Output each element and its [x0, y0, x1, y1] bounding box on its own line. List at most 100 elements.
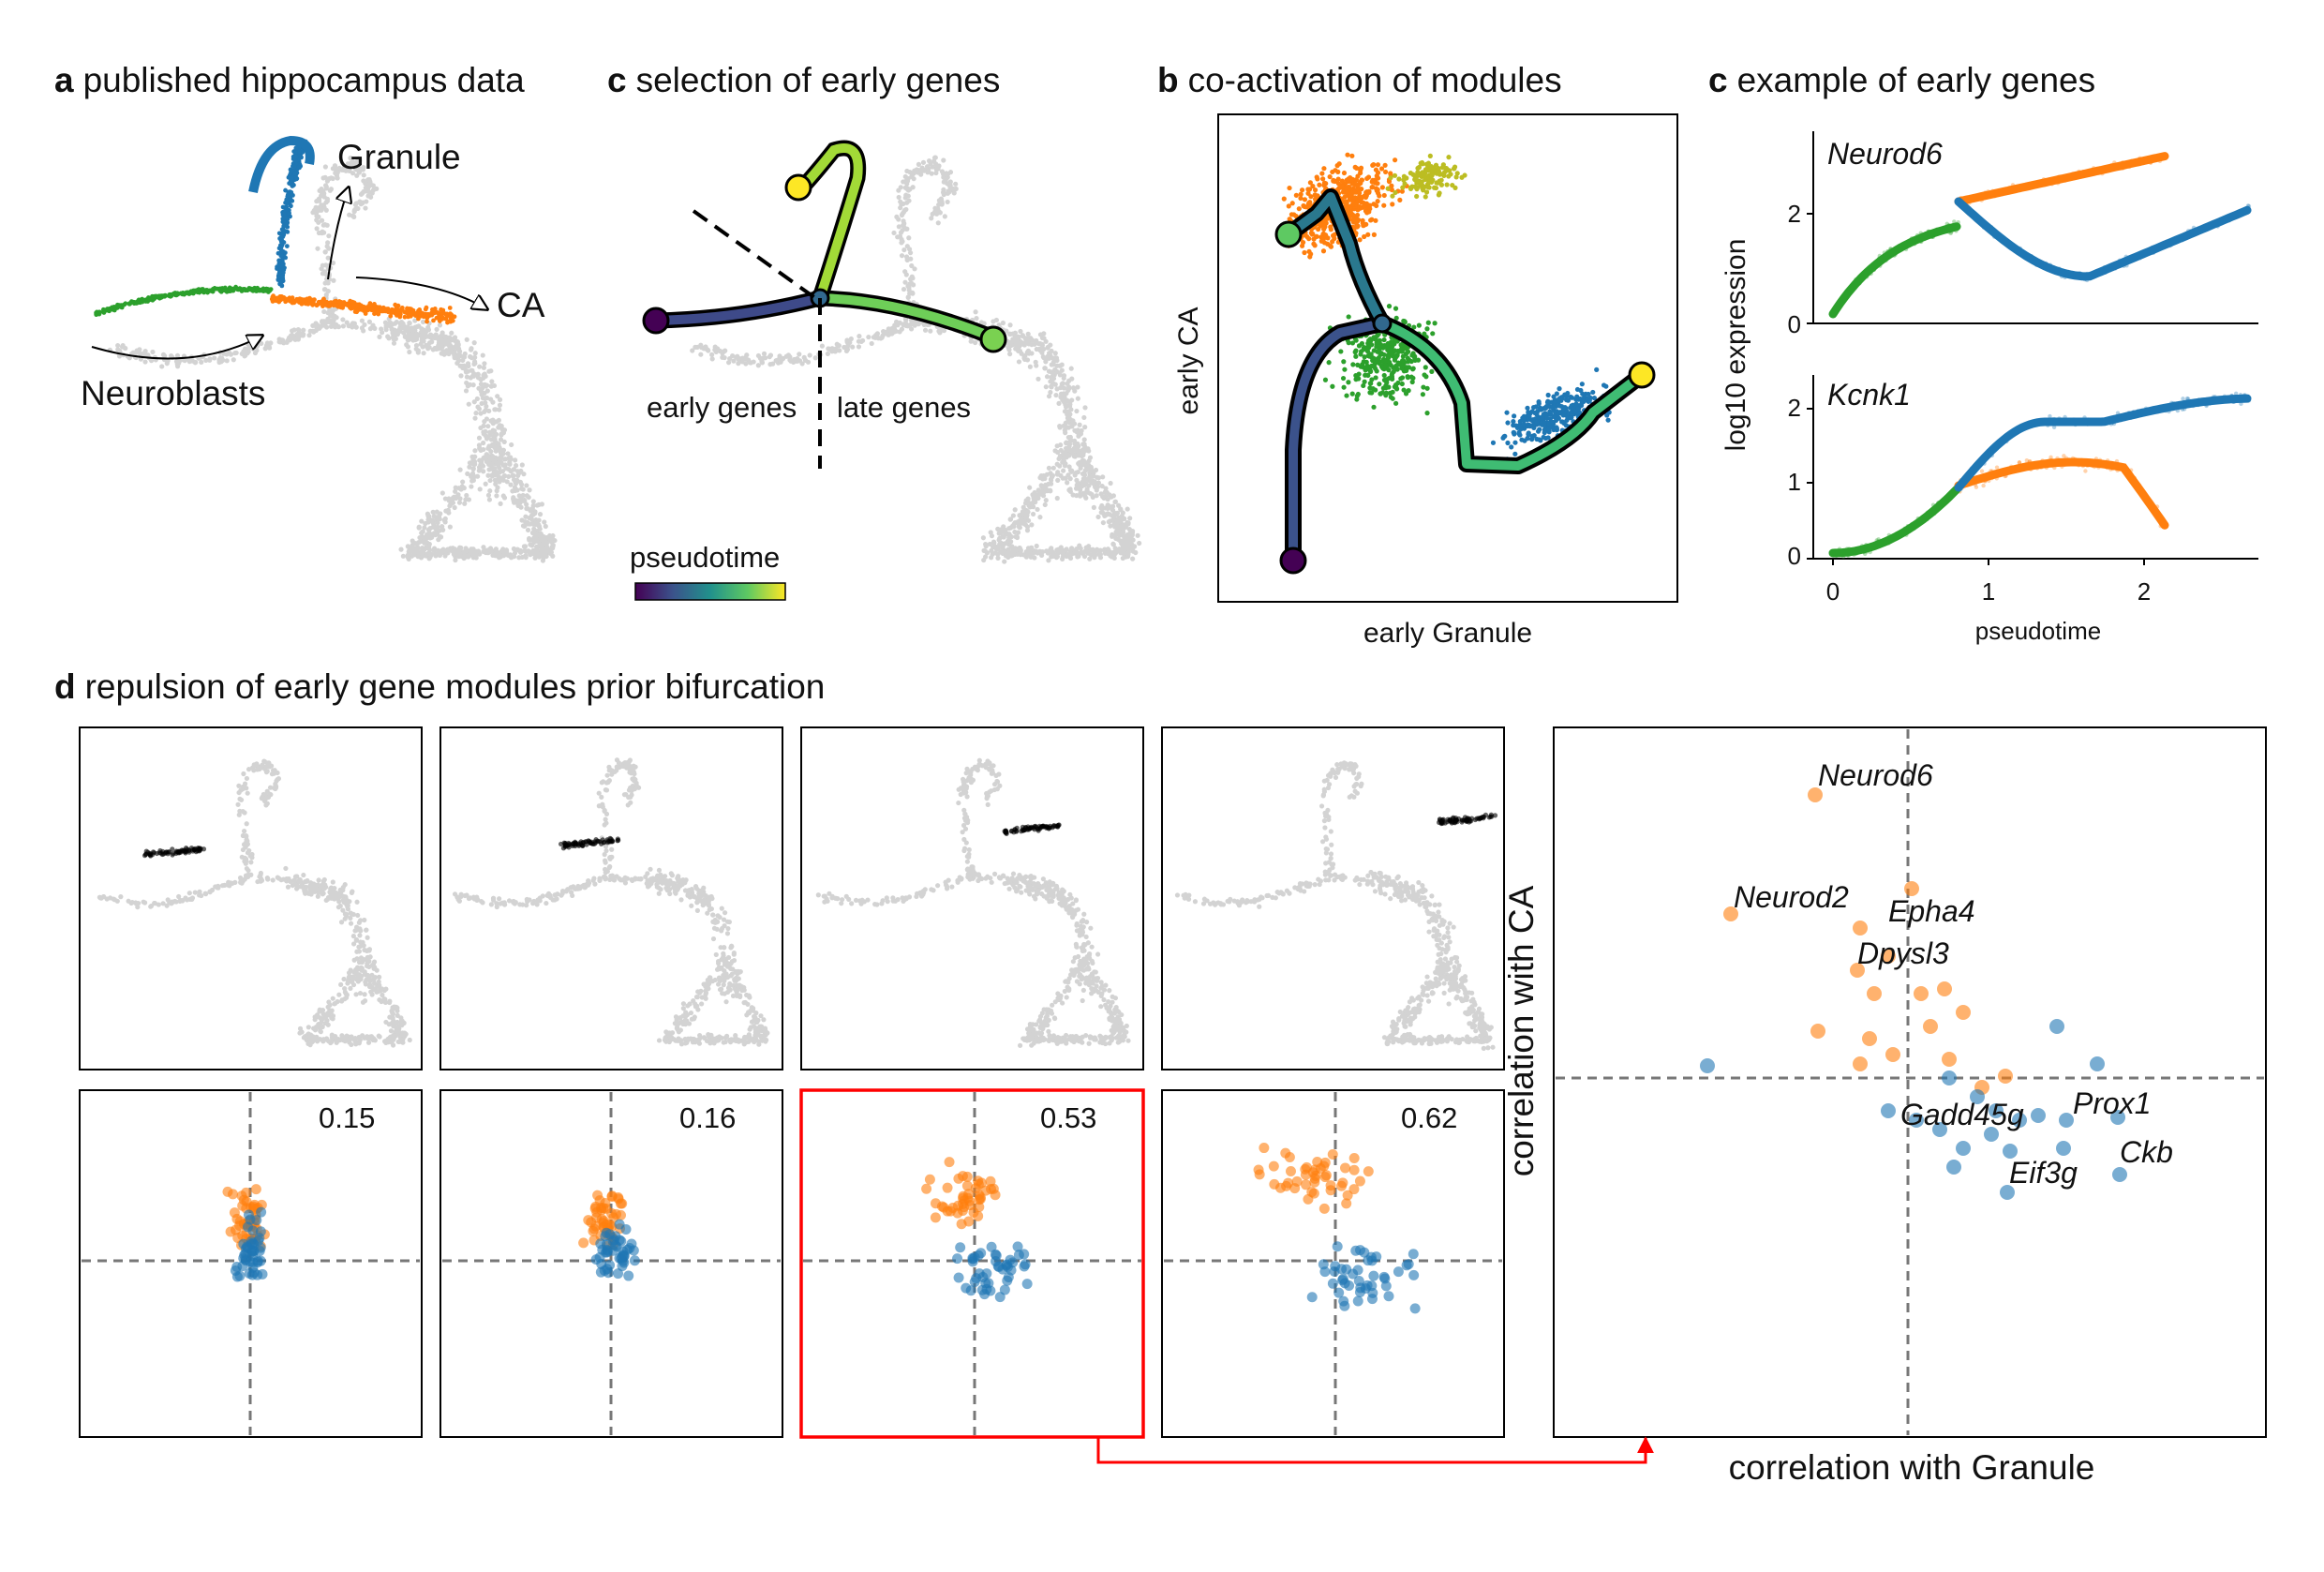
cell-dot — [480, 463, 486, 469]
cell-dot — [490, 552, 496, 558]
cell-dot — [549, 539, 555, 546]
cell-dot — [1525, 405, 1530, 411]
cell-dot — [1373, 167, 1379, 172]
cell-dot — [417, 534, 423, 541]
cell-dot — [928, 328, 933, 334]
cell-dot — [1030, 511, 1036, 517]
cell-dot — [998, 527, 1004, 532]
granule-cell — [279, 283, 285, 289]
cell-dot — [224, 352, 230, 357]
cell-dot — [442, 496, 448, 502]
cell-dot — [1330, 239, 1335, 245]
cell-dot — [485, 550, 491, 556]
cell-dot — [497, 478, 502, 485]
cell-dot — [1322, 377, 1329, 382]
cell-dot — [331, 307, 336, 313]
cell-dot — [1087, 556, 1093, 561]
cell-dot — [475, 473, 481, 479]
cell-dot — [537, 512, 544, 517]
cell-dot — [370, 183, 376, 188]
cell-dot — [1046, 558, 1051, 563]
cell-dot — [487, 488, 493, 494]
cell-dot — [1427, 153, 1433, 158]
cell-dot — [322, 164, 328, 170]
cell-dot — [488, 448, 494, 455]
cell-dot — [439, 351, 444, 356]
cell-dot — [1382, 169, 1389, 175]
granule-cell — [284, 206, 290, 211]
cell-dot — [366, 183, 372, 189]
cell-dot — [476, 435, 483, 441]
cell-dot — [506, 466, 512, 472]
cell-dot — [457, 467, 463, 472]
cell-dot — [1118, 531, 1124, 536]
cell-dot — [1037, 515, 1043, 520]
cell-dot — [1357, 237, 1363, 243]
cell-dot — [1112, 499, 1118, 504]
cell-dot — [1043, 498, 1049, 503]
late-genes-label: late genes — [837, 391, 971, 424]
cell-dot — [1081, 414, 1087, 421]
cell-dot — [525, 506, 531, 512]
cell-dot — [1386, 304, 1393, 309]
cell-dot — [494, 419, 499, 425]
granule-cell — [293, 158, 299, 164]
arrow-to-granule — [327, 187, 349, 280]
cell-dot — [455, 358, 462, 364]
cell-dot — [123, 345, 128, 352]
cell-dot — [878, 336, 884, 341]
cell-dot — [1084, 549, 1091, 555]
cell-dot — [848, 336, 854, 342]
cell-dot — [1374, 341, 1379, 347]
cell-dot — [231, 357, 236, 363]
cell-dot — [255, 343, 261, 349]
cell-dot — [1432, 321, 1438, 326]
cell-dot — [1047, 350, 1053, 355]
cell-dot — [484, 403, 489, 410]
cell-dot — [1065, 480, 1070, 486]
cell-dot — [1055, 470, 1061, 475]
cell-dot — [1085, 446, 1091, 452]
cell-dot — [1354, 217, 1360, 223]
cell-dot — [453, 557, 458, 563]
ca-label: CA — [497, 286, 545, 324]
cell-dot — [525, 527, 531, 533]
cell-dot — [777, 353, 782, 359]
cell-dot — [1007, 352, 1013, 357]
cell-dot — [1060, 475, 1065, 481]
ca-cell — [444, 311, 450, 317]
granule-cell — [292, 171, 298, 176]
cell-dot — [1120, 555, 1125, 561]
cell-dot — [1054, 368, 1060, 374]
ca-cell — [372, 302, 377, 307]
cell-dot — [1072, 453, 1079, 458]
cell-dot — [1089, 491, 1095, 498]
cell-dot — [486, 497, 493, 502]
cell-dot — [1385, 186, 1391, 191]
cell-dot — [1354, 393, 1360, 398]
cell-dot — [1024, 337, 1031, 343]
cell-dot — [485, 461, 492, 467]
cell-dot — [908, 256, 914, 262]
cell-dot — [324, 222, 330, 228]
cell-dot — [1519, 437, 1525, 442]
cell-dot — [482, 361, 487, 367]
cell-dot — [1371, 232, 1377, 237]
cell-dot — [856, 344, 862, 350]
ca-cell — [320, 304, 325, 308]
cell-dot — [1090, 547, 1095, 554]
cell-dot — [481, 440, 486, 446]
cell-dot — [850, 344, 856, 350]
cell-dot — [1130, 556, 1136, 561]
panel-b-title: b co-activation of modules — [1157, 61, 1562, 99]
cell-dot — [541, 550, 546, 557]
cell-dot — [1064, 425, 1070, 430]
cell-dot — [346, 164, 352, 170]
cell-dot — [1302, 249, 1307, 256]
cell-dot — [507, 461, 513, 467]
cell-dot — [488, 466, 495, 472]
cell-dot — [497, 554, 502, 560]
cell-dot — [901, 218, 906, 224]
cell-dot — [1390, 376, 1395, 382]
cell-dot — [1054, 443, 1060, 449]
